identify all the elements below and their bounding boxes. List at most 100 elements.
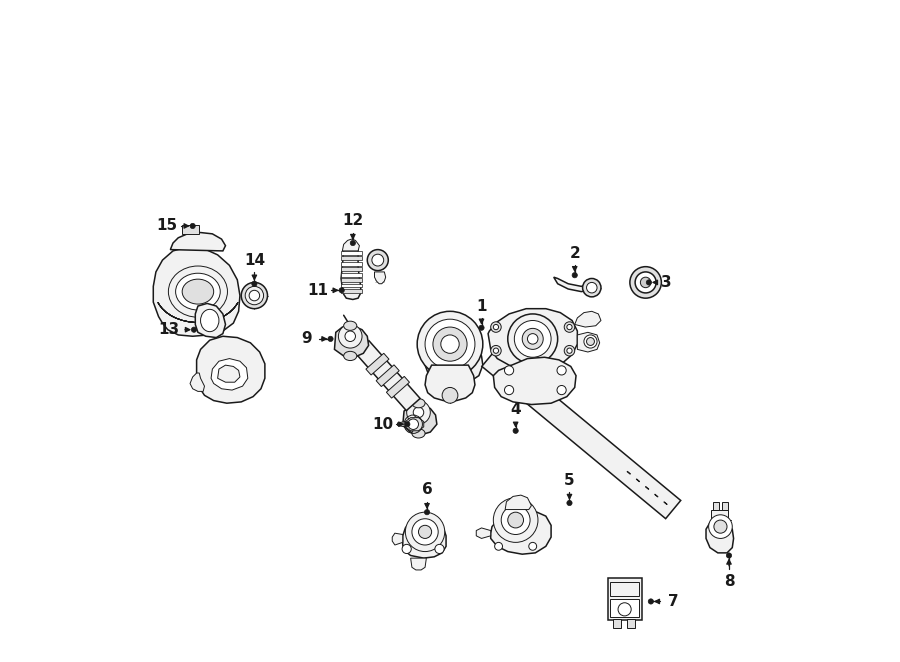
Circle shape	[405, 512, 445, 551]
Text: 10: 10	[373, 416, 393, 432]
Polygon shape	[341, 289, 362, 293]
Polygon shape	[196, 336, 265, 403]
Polygon shape	[488, 308, 578, 369]
Circle shape	[522, 328, 544, 350]
Circle shape	[508, 314, 558, 364]
Circle shape	[418, 526, 432, 538]
Polygon shape	[425, 365, 475, 401]
Ellipse shape	[344, 352, 356, 361]
Circle shape	[345, 331, 356, 342]
Bar	[713, 502, 719, 510]
Circle shape	[190, 223, 195, 228]
Ellipse shape	[412, 429, 425, 438]
Polygon shape	[341, 261, 362, 265]
Circle shape	[582, 279, 601, 297]
Circle shape	[572, 273, 578, 278]
Circle shape	[441, 335, 459, 354]
Circle shape	[567, 500, 572, 506]
Polygon shape	[482, 348, 680, 518]
Circle shape	[714, 520, 727, 533]
Text: 5: 5	[564, 473, 575, 488]
Polygon shape	[376, 365, 400, 387]
Text: 15: 15	[156, 218, 177, 234]
Circle shape	[513, 428, 518, 434]
Circle shape	[493, 348, 499, 354]
Circle shape	[505, 385, 514, 395]
Polygon shape	[398, 422, 405, 427]
Circle shape	[493, 498, 538, 542]
Circle shape	[557, 366, 566, 375]
Circle shape	[241, 283, 267, 308]
Polygon shape	[578, 332, 599, 352]
Circle shape	[493, 324, 499, 330]
Polygon shape	[636, 479, 640, 482]
Circle shape	[412, 519, 438, 545]
Ellipse shape	[201, 309, 219, 332]
Polygon shape	[664, 502, 667, 504]
Bar	[610, 582, 639, 596]
Polygon shape	[405, 418, 424, 431]
Ellipse shape	[176, 273, 220, 310]
Circle shape	[630, 267, 662, 298]
Circle shape	[648, 599, 653, 604]
Circle shape	[435, 544, 444, 553]
Circle shape	[249, 291, 259, 301]
Text: 11: 11	[307, 283, 328, 298]
Circle shape	[708, 515, 733, 538]
Circle shape	[587, 283, 597, 293]
Circle shape	[192, 327, 196, 332]
Bar	[722, 502, 728, 510]
Polygon shape	[342, 239, 359, 251]
Text: 1: 1	[476, 299, 487, 314]
Text: 13: 13	[158, 322, 180, 337]
Circle shape	[425, 319, 475, 369]
Text: 14: 14	[244, 253, 265, 267]
Circle shape	[557, 385, 566, 395]
Circle shape	[402, 544, 411, 553]
Circle shape	[339, 288, 345, 293]
Text: 4: 4	[510, 402, 521, 417]
Ellipse shape	[168, 266, 228, 317]
Ellipse shape	[412, 399, 425, 408]
Circle shape	[641, 277, 651, 288]
Polygon shape	[341, 256, 362, 260]
Circle shape	[567, 324, 572, 330]
Polygon shape	[335, 326, 369, 357]
Circle shape	[479, 325, 484, 330]
Circle shape	[433, 327, 467, 361]
Circle shape	[491, 346, 501, 356]
Polygon shape	[505, 495, 531, 510]
Polygon shape	[341, 250, 361, 299]
Polygon shape	[575, 311, 601, 327]
Polygon shape	[402, 404, 436, 435]
Polygon shape	[491, 510, 551, 554]
Circle shape	[726, 553, 732, 558]
Circle shape	[407, 401, 430, 424]
Text: 3: 3	[662, 275, 672, 290]
Circle shape	[328, 336, 333, 342]
Circle shape	[646, 280, 652, 285]
Text: 6: 6	[421, 483, 432, 497]
Circle shape	[408, 419, 418, 430]
Circle shape	[491, 322, 501, 332]
Polygon shape	[341, 283, 362, 287]
Circle shape	[501, 506, 530, 534]
Bar	[711, 510, 728, 520]
Polygon shape	[645, 487, 649, 489]
Circle shape	[425, 510, 429, 515]
Polygon shape	[554, 277, 590, 292]
Polygon shape	[402, 518, 446, 558]
Circle shape	[367, 250, 388, 271]
Polygon shape	[341, 251, 362, 255]
Polygon shape	[374, 272, 386, 284]
Circle shape	[567, 348, 572, 354]
Circle shape	[514, 320, 551, 357]
Bar	[613, 618, 621, 628]
Polygon shape	[706, 520, 734, 553]
Ellipse shape	[182, 279, 213, 304]
Circle shape	[413, 407, 424, 418]
Polygon shape	[212, 359, 248, 390]
Polygon shape	[410, 558, 427, 570]
Polygon shape	[476, 528, 491, 538]
Circle shape	[350, 240, 356, 246]
